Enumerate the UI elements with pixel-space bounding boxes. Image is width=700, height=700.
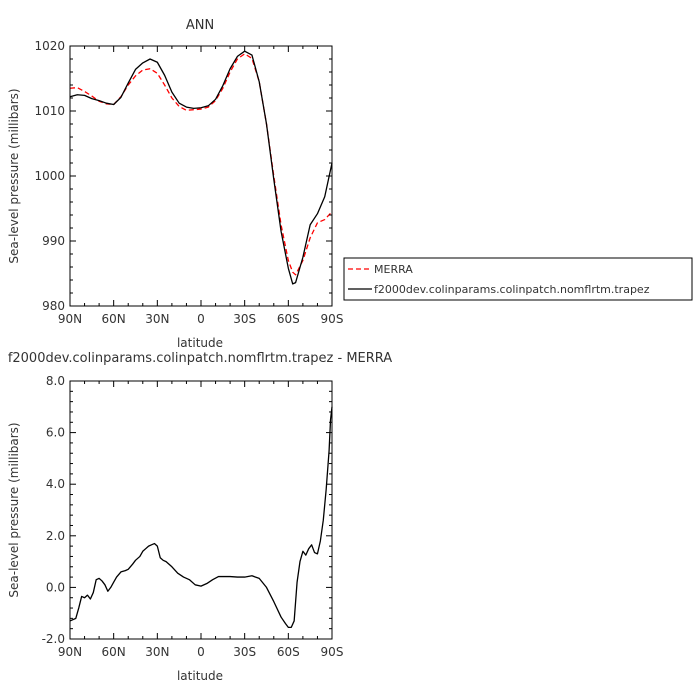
top-series-line-0 — [69, 53, 333, 276]
bottom-x-axis-title: latitude — [177, 669, 223, 683]
bottom-y-tick-label: 2.0 — [46, 529, 65, 543]
bottom-series-group — [69, 406, 333, 629]
top-y-tick-label: 1010 — [34, 104, 65, 118]
panel-bottom: f2000dev.colinparams.colinpatch.nomflrtm… — [7, 351, 392, 683]
bottom-x-tick-label: 90S — [321, 645, 344, 659]
bottom-x-tick-label: 90N — [58, 645, 82, 659]
top-axis-ticks: 90N 60N 30N 0 30S 60S 90S 1020 1010 1000 990 980 — [34, 39, 343, 326]
bottom-x-tick-label: 60N — [102, 645, 126, 659]
top-x-tick-label: 30S — [233, 312, 256, 326]
top-x-axis-title: latitude — [177, 336, 223, 350]
bottom-axis-ticks: 90N 60N 30N 0 30S 60S 90S 8.0 6.0 4.0 2.0 0.0 -2.0 — [42, 374, 344, 659]
top-x-tick-label: 60N — [102, 312, 126, 326]
bottom-plot-frame — [69, 380, 333, 640]
top-plot-frame — [69, 45, 333, 307]
bottom-y-axis-title: Sea-level pressure (millibars) — [7, 422, 21, 597]
top-series-line-1 — [69, 50, 333, 285]
bottom-x-tick-label: 30S — [233, 645, 256, 659]
top-x-tick-label: 0 — [197, 312, 205, 326]
bottom-y-tick-label: 0.0 — [46, 580, 65, 594]
bottom-x-tick-label: 30N — [145, 645, 169, 659]
bottom-y-tick-label: -2.0 — [42, 632, 65, 646]
bottom-y-tick-label: 6.0 — [46, 426, 65, 440]
legend-label-model: f2000dev.colinparams.colinpatch.nomflrtm… — [374, 283, 650, 296]
bottom-y-tick-label: 4.0 — [46, 477, 65, 491]
top-y-tick-label: 1020 — [34, 39, 65, 53]
bottom-chart-title: f2000dev.colinparams.colinpatch.nomflrtm… — [8, 351, 392, 366]
top-y-axis-title: Sea-level pressure (millibars) — [7, 88, 21, 263]
bottom-y-tick-label: 8.0 — [46, 374, 65, 388]
top-y-tick-label: 990 — [42, 234, 65, 248]
bottom-series-line-0 — [69, 406, 333, 629]
legend-label-merra: MERRA — [374, 263, 413, 276]
top-y-tick-label: 980 — [42, 299, 65, 313]
top-x-tick-label: 90N — [58, 312, 82, 326]
top-x-tick-label: 30N — [145, 312, 169, 326]
bottom-x-tick-label: 60S — [277, 645, 300, 659]
legend: MERRA f2000dev.colinparams.colinpatch.no… — [343, 257, 693, 301]
top-x-tick-label: 60S — [277, 312, 300, 326]
top-x-tick-label: 90S — [321, 312, 344, 326]
top-y-tick-label: 1000 — [34, 169, 65, 183]
panel-top: ANN 90N 60N 30N 0 30S 60S 90S 1020 1010 1000 990 98… — [7, 18, 693, 350]
top-series-group — [69, 50, 333, 285]
bottom-x-tick-label: 0 — [197, 645, 205, 659]
top-chart-title: ANN — [186, 18, 214, 33]
legend-box — [343, 257, 693, 301]
